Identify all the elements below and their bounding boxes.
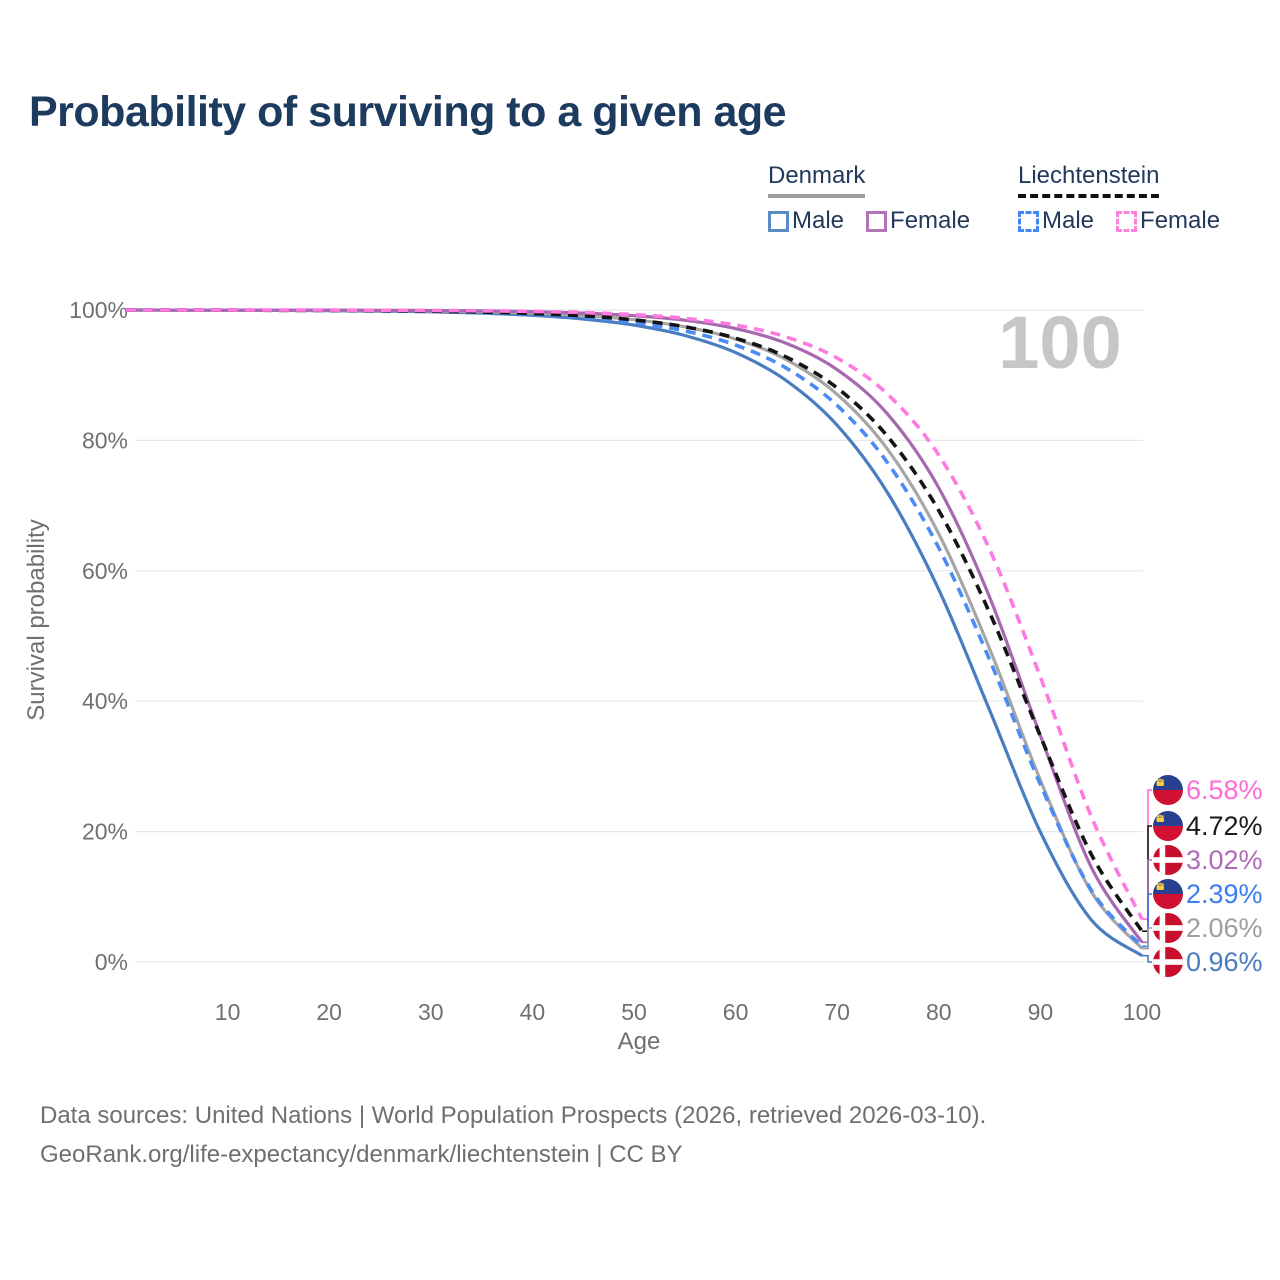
x-tick-label: 90 [1028,999,1054,1025]
legend-label: Female [890,207,971,234]
end-value-label-denmark-total: 2.06% [1186,913,1263,943]
y-tick-label: 0% [95,949,128,975]
label-connector [1142,954,1152,963]
footer: Data sources: United Nations | World Pop… [40,1096,986,1174]
x-tick-label: 10 [215,999,241,1025]
liechtenstein-flag-icon [1153,879,1183,909]
page-title: Probability of surviving to a given age [29,88,787,136]
end-value-label-liechtenstein-male: 2.39% [1186,879,1263,909]
legend-label: Male [792,207,845,234]
label-connector [1142,859,1152,944]
curve-denmark-male[interactable] [125,308,1143,958]
y-tick-label: 40% [82,688,128,714]
label-connector [1142,825,1152,932]
legend-item-liechtenstein-female[interactable]: Female [1116,207,1220,235]
end-value-label-liechtenstein-total: 4.72% [1186,811,1263,841]
legend-label: Female [1140,207,1221,234]
legend-group-liechtenstein: Liechtenstein Male Female [1018,162,1242,235]
liechtenstein-flag-icon [1153,811,1183,841]
y-tick-label: 100% [69,297,128,323]
end-value-label-denmark-female: 3.02% [1186,845,1263,875]
curve-liechtenstein-male[interactable] [125,308,1144,948]
label-connector [1142,789,1152,920]
denmark-flag-icon [1153,947,1183,977]
curve-denmark-female[interactable] [125,308,1144,944]
denmark-male-swatch-icon [768,210,789,232]
denmark-flag-icon [1153,913,1183,943]
x-tick-label: 30 [418,999,444,1025]
hover-age-watermark: 100 [998,301,1121,384]
y-axis-title: Survival probability [23,519,50,720]
legend-header-denmark[interactable]: Denmark [768,162,866,198]
end-value-label-liechtenstein-female: 6.58% [1186,775,1263,805]
data-sources-text: Data sources: United Nations | World Pop… [40,1102,987,1129]
end-value-label-denmark-male: 0.96% [1186,947,1263,977]
curve-liechtenstein-female[interactable] [125,308,1144,920]
attribution-text: GeoRank.org/life-expectancy/denmark/liec… [40,1141,683,1168]
x-tick-label: 40 [520,999,546,1025]
liechtenstein-male-swatch-icon [1018,210,1039,232]
label-connector [1142,893,1152,948]
legend-header-liechtenstein[interactable]: Liechtenstein [1018,162,1160,198]
denmark-female-swatch-icon [866,210,888,232]
survival-chart: 0% 20% 40% 60% 80% 100% 100 10 20 30 40 50 60 70 80 90 1… [23,297,1263,1055]
liechtenstein-female-swatch-icon [1116,210,1138,232]
x-axis-title: Age [618,1028,661,1055]
x-tick-label: 100 [1123,999,1161,1025]
legend-label: Male [1042,207,1095,234]
legend-item-denmark-female[interactable]: Female [866,207,970,235]
x-tick-label: 80 [926,999,952,1025]
x-tick-label: 20 [316,999,342,1025]
y-tick-label: 60% [82,558,128,584]
denmark-flag-icon [1153,845,1183,875]
label-connector [1142,927,1152,950]
y-tick-label: 20% [82,819,128,845]
y-tick-label: 80% [82,427,128,453]
curve-denmark-total[interactable] [125,308,1144,950]
x-tick-label: 50 [621,999,647,1025]
x-tick-label: 60 [723,999,749,1025]
legend-item-denmark-male[interactable]: Male [768,207,844,235]
curve-liechtenstein-total[interactable] [125,308,1144,933]
liechtenstein-flag-icon [1153,775,1183,805]
legend-item-liechtenstein-male[interactable]: Male [1018,207,1094,235]
legend-group-denmark: Denmark Male Female [768,162,992,235]
x-tick-label: 70 [824,999,850,1025]
